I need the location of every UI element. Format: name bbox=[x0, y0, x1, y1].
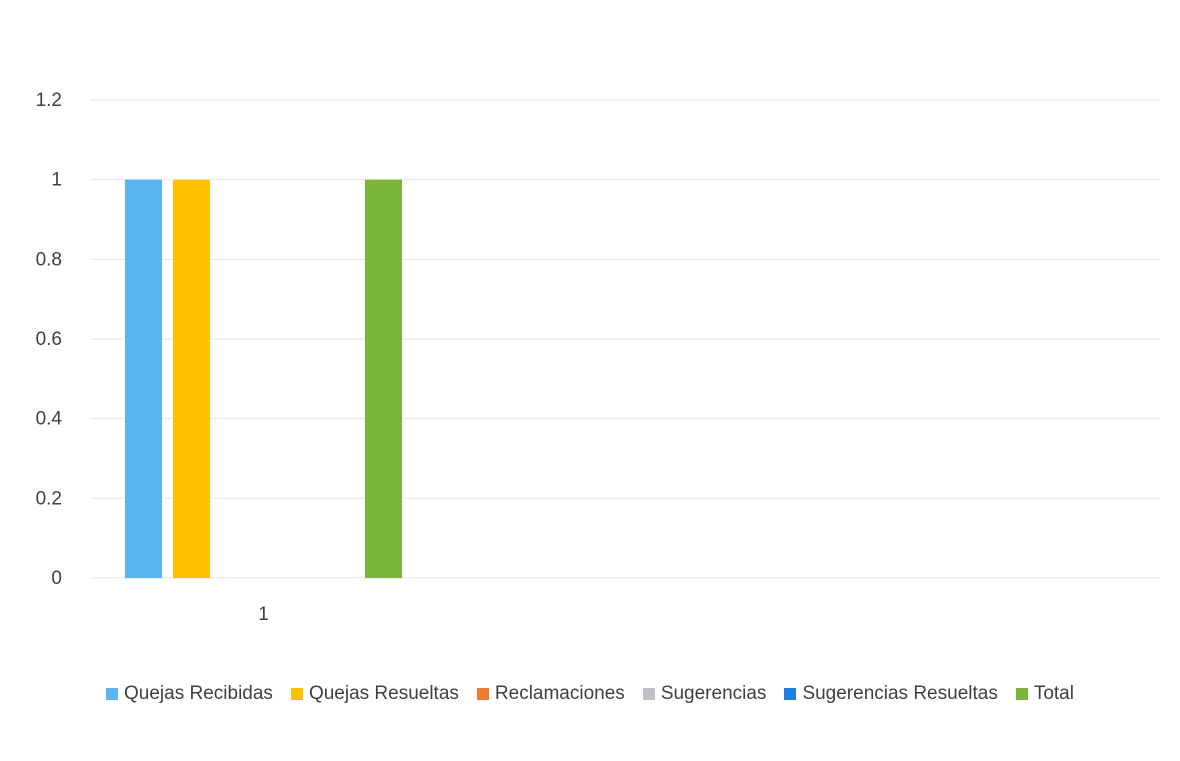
bars bbox=[125, 179, 402, 578]
legend-label: Sugerencias bbox=[660, 683, 767, 704]
x-axis-ticks: 1 bbox=[258, 604, 269, 625]
legend: Quejas Recibidas Quejas Resueltas Reclamac… bbox=[0, 683, 1180, 705]
y-tick-label: 0.4 bbox=[36, 409, 63, 430]
legend-swatch bbox=[1015, 688, 1028, 700]
bar-total bbox=[365, 179, 402, 578]
y-tick-label: 0.8 bbox=[36, 249, 62, 270]
y-tick-label: 1.2 bbox=[36, 90, 62, 111]
legend-swatch bbox=[476, 688, 489, 700]
legend-item: Reclamaciones bbox=[476, 683, 625, 705]
legend-item: Total bbox=[1015, 683, 1074, 705]
y-tick-label: 0.6 bbox=[36, 329, 62, 350]
y-axis-ticks: 0 0.2 0.4 0.6 0.8 1 1.2 bbox=[36, 90, 63, 589]
legend-label: Total bbox=[1033, 683, 1074, 704]
legend-item: Sugerencias bbox=[642, 683, 767, 705]
legend-swatch bbox=[642, 688, 655, 700]
x-tick-label: 1 bbox=[258, 604, 269, 625]
legend-label: Reclamaciones bbox=[494, 683, 625, 704]
legend-swatch bbox=[290, 688, 303, 700]
bar-quejas-resueltas bbox=[173, 179, 210, 578]
y-tick-label: 0.2 bbox=[36, 488, 62, 509]
legend-label: Quejas Recibidas bbox=[124, 683, 273, 704]
bar-quejas-recibidas bbox=[125, 179, 162, 578]
legend-item: Quejas Recibidas bbox=[106, 683, 273, 705]
legend-item: Sugerencias Resueltas bbox=[784, 683, 998, 705]
legend-label: Sugerencias Resueltas bbox=[802, 683, 998, 704]
y-tick-label: 0 bbox=[51, 568, 62, 589]
gridlines bbox=[90, 99, 1160, 579]
legend-swatch bbox=[784, 688, 797, 700]
legend-swatch bbox=[106, 688, 119, 700]
legend-label: Quejas Resueltas bbox=[308, 683, 459, 704]
legend-item: Quejas Resueltas bbox=[290, 683, 459, 705]
y-tick-label: 1 bbox=[51, 170, 62, 191]
